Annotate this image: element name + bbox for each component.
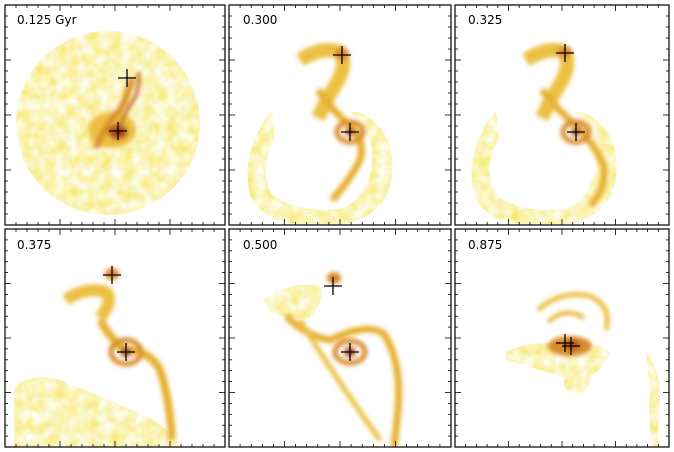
panel-time-label: 0.300 — [243, 13, 277, 27]
snapshot-panel-1: 0.125 Gyr — [5, 5, 225, 225]
snapshot-panel-2: 0.300 — [229, 5, 451, 225]
snapshot-panel-4: 0.375 — [5, 229, 225, 447]
panel-time-label: 0.375 — [17, 238, 51, 252]
panel-time-label: 0.125 Gyr — [17, 13, 77, 27]
panel-time-label: 0.325 — [468, 13, 502, 27]
snapshot-panel-6: 0.875 — [455, 229, 669, 447]
snapshot-panel-3: 0.325 — [455, 5, 669, 225]
panel-time-label: 0.500 — [243, 238, 277, 252]
snapshot-panel-5: 0.500 — [229, 229, 451, 447]
panel-time-label: 0.875 — [468, 238, 502, 252]
